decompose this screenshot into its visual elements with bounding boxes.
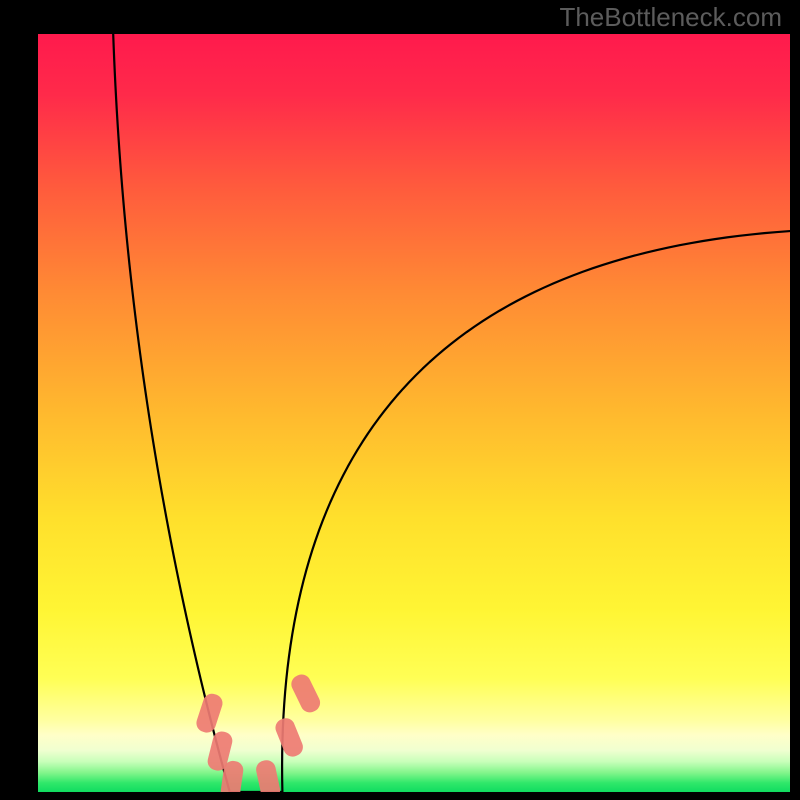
plot-area <box>38 34 790 792</box>
gradient-background <box>38 34 790 792</box>
stage: TheBottleneck.com <box>0 0 800 800</box>
watermark-label: TheBottleneck.com <box>559 2 782 33</box>
chart-svg <box>38 34 790 792</box>
